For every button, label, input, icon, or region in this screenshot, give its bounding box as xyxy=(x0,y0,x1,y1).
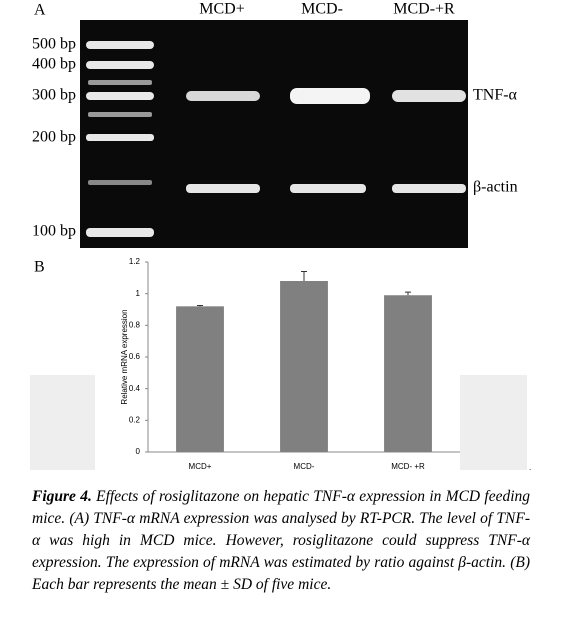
caption: Figure 4. Effects of rosiglitazone on he… xyxy=(32,486,530,596)
y-tick-label: 1 xyxy=(136,289,141,298)
ladder-label: 300 bp xyxy=(32,87,76,104)
ladder-label: 400 bp xyxy=(32,56,76,73)
bands xyxy=(186,88,466,193)
box xyxy=(460,375,527,470)
error-bar xyxy=(301,271,307,281)
lane-label: MCD-+R xyxy=(393,1,455,18)
lane-label: MCD+ xyxy=(199,1,244,18)
panel-label: A xyxy=(34,2,46,19)
ladder-label: 200 bp xyxy=(32,129,76,146)
box xyxy=(30,375,95,470)
y-tick-label: 1.2 xyxy=(129,257,141,266)
error-bar xyxy=(197,305,203,307)
x-tick-label: MCD- xyxy=(294,462,315,471)
bar xyxy=(280,281,328,452)
y-tick-label: 0.2 xyxy=(129,415,141,424)
panel-label: B xyxy=(34,259,45,276)
ladder-label: 500 bp xyxy=(32,36,76,53)
y-tick-label: 0.4 xyxy=(129,384,141,393)
error-bar xyxy=(405,291,411,296)
y-tick-label: 0 xyxy=(136,447,141,456)
x-tick-label: MCD- +R xyxy=(391,462,425,471)
dot: . xyxy=(529,463,531,472)
caption-text: Effects of rosiglitazone on hepatic TNF-… xyxy=(32,488,531,593)
bar xyxy=(384,295,432,452)
y-tick-label: 0.8 xyxy=(129,320,141,329)
caption-label: Figure 4. xyxy=(32,488,92,505)
x-tick-label: MCD+ xyxy=(189,462,212,471)
y-tick-label: 0.6 xyxy=(129,352,141,361)
figure: A MCD+ MCD- MCD-+R 500 bp 400 bp 300 bp … xyxy=(30,1,531,472)
ladder xyxy=(86,41,154,237)
y-axis-label: Relative mRNA expression xyxy=(120,309,129,404)
bar xyxy=(176,306,224,452)
ladder-label: 100 bp xyxy=(32,223,76,240)
band-label: β-actin xyxy=(473,179,518,196)
lane-label: MCD- xyxy=(301,1,343,18)
band-label: TNF-α xyxy=(473,87,518,104)
